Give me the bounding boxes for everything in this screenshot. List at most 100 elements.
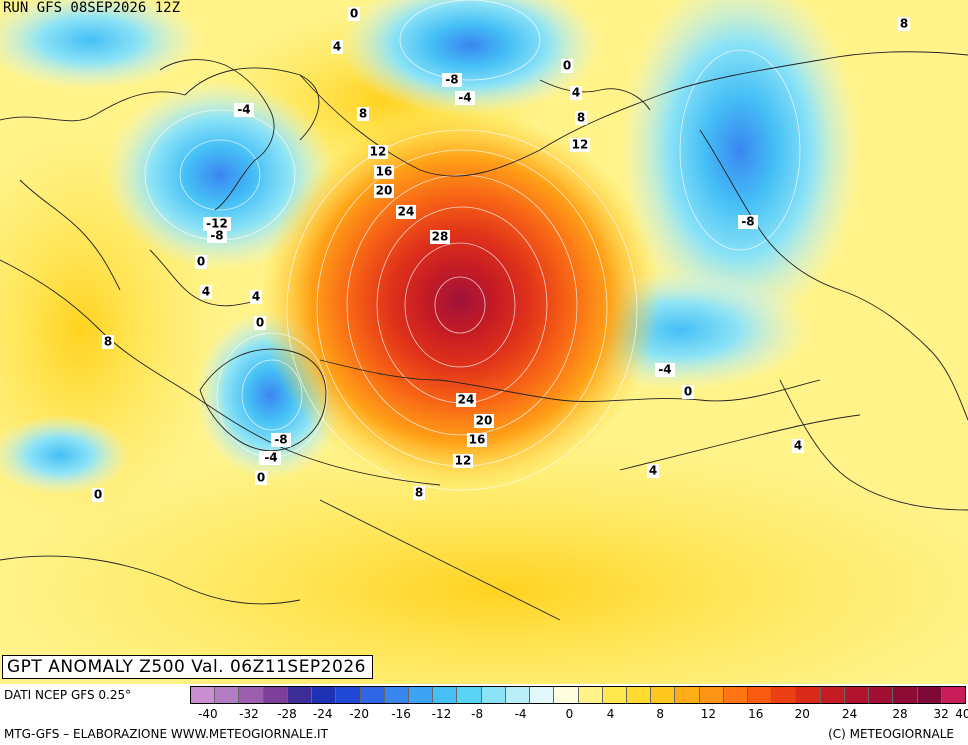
svg-text:4: 4 — [333, 40, 341, 54]
scale-cell — [554, 687, 579, 703]
scale-cell — [844, 687, 870, 703]
svg-text:-12: -12 — [206, 217, 228, 231]
contour-label: 24 — [396, 205, 416, 219]
contour-label: -12 — [203, 217, 231, 231]
svg-text:8: 8 — [104, 335, 112, 349]
contour-label: 0 — [254, 316, 266, 330]
contour-label: -4 — [234, 103, 254, 117]
scale-tick-label: 0 — [565, 707, 574, 721]
svg-text:4: 4 — [794, 439, 802, 453]
contour-label: -8 — [738, 215, 758, 229]
scale-tick-label: 4 — [606, 707, 615, 721]
contour-label: 0 — [255, 471, 267, 485]
contour-label: 4 — [331, 40, 343, 54]
svg-text:-8: -8 — [210, 229, 223, 243]
warm-field-south — [0, 440, 968, 684]
svg-text:12: 12 — [572, 138, 589, 152]
scale-tick-label: -16 — [391, 707, 411, 721]
contour-label: 16 — [467, 433, 487, 447]
svg-text:20: 20 — [376, 184, 393, 198]
svg-text:0: 0 — [256, 316, 264, 330]
scale-tick-label: -28 — [277, 707, 297, 721]
svg-text:12: 12 — [370, 145, 387, 159]
contour-label: 0 — [92, 488, 104, 502]
scale-cell — [312, 687, 337, 703]
coastlines — [0, 51, 968, 621]
svg-text:24: 24 — [398, 205, 415, 219]
contour-label: -8 — [207, 229, 227, 243]
scale-tick-label: 40 — [955, 707, 968, 721]
svg-text:4: 4 — [649, 464, 657, 478]
svg-text:8: 8 — [415, 486, 423, 500]
contour-label: 0 — [195, 255, 207, 269]
svg-text:20: 20 — [476, 414, 493, 428]
svg-text:-4: -4 — [458, 91, 471, 105]
scale-tick-label: 16 — [748, 707, 764, 721]
scale-tick-label: 32 — [933, 707, 949, 721]
contour-label: 4 — [200, 285, 212, 299]
contour-label: 8 — [357, 107, 369, 121]
contour-label: -4 — [455, 91, 475, 105]
svg-text:28: 28 — [432, 230, 449, 244]
scale-cell — [675, 687, 700, 703]
scale-cell — [748, 687, 773, 703]
svg-text:0: 0 — [684, 385, 692, 399]
scale-tick-label: -20 — [349, 707, 369, 721]
contour-label: -8 — [271, 433, 291, 447]
scale-tick-label: -8 — [471, 707, 484, 721]
scale-cell — [578, 687, 603, 703]
footer: DATI NCEP GFS 0.25° -40 -32 -28 -24 -20 -16 -1… — [0, 684, 968, 745]
scale-cell — [336, 687, 361, 703]
svg-text:-4: -4 — [237, 103, 250, 117]
contour-label: -8 — [442, 73, 462, 87]
scale-cell — [263, 687, 288, 703]
scale-cell — [530, 687, 555, 703]
svg-text:8: 8 — [359, 107, 367, 121]
scale-tick-label: -32 — [239, 707, 259, 721]
svg-text:-4: -4 — [658, 363, 671, 377]
contour-label: 8 — [102, 335, 114, 349]
scale-tick-label: 20 — [794, 707, 810, 721]
svg-text:8: 8 — [577, 111, 585, 125]
svg-text:12: 12 — [455, 454, 472, 468]
scale-cell — [287, 687, 313, 703]
scale-tick-label: 24 — [841, 707, 858, 721]
cold-anomaly-arctic — [340, 0, 600, 115]
contour-label: 4 — [647, 464, 659, 478]
map-canvas: 048-4-12-804408-8-4-8-408121620242824201… — [0, 0, 968, 684]
contour-label: 8 — [898, 17, 910, 31]
scale-tick-label: -40 — [198, 707, 218, 721]
credits-left: MTG-GFS – ELABORAZIONE WWW.METEOGIORNALE… — [4, 727, 328, 741]
color-scale-ticks: -40 -32 -28 -24 -20 -16 -12 -8 -4 0 4 8 12 16 20 24 28 32… — [190, 707, 968, 723]
contour-label: 4 — [250, 290, 262, 304]
scale-cell — [602, 687, 627, 703]
contour-label: 4 — [570, 86, 582, 100]
svg-text:4: 4 — [202, 285, 210, 299]
scale-cell — [796, 687, 821, 703]
cold-anomaly-siberia-east — [620, 0, 860, 330]
scale-cell — [723, 687, 749, 703]
scale-cell — [360, 687, 385, 703]
contour-label: 0 — [348, 7, 360, 21]
contour-label: 12 — [453, 454, 473, 468]
scale-tick-label: 28 — [892, 707, 908, 721]
svg-text:-8: -8 — [274, 433, 287, 447]
contour-label: -4 — [261, 451, 281, 465]
svg-text:16: 16 — [469, 433, 486, 447]
svg-text:0: 0 — [94, 488, 102, 502]
scale-cell — [191, 687, 216, 703]
scale-cell — [917, 687, 942, 703]
color-scale-bar — [190, 686, 966, 704]
scale-tick-label: -4 — [514, 707, 527, 721]
scale-cell — [893, 687, 918, 703]
svg-text:16: 16 — [376, 165, 393, 179]
scale-cell — [408, 687, 434, 703]
svg-text:24: 24 — [458, 393, 475, 407]
run-label: RUN GFS 08SEP2026 12Z — [3, 0, 181, 16]
scale-cell — [772, 687, 797, 703]
contour-label: 12 — [368, 145, 388, 159]
contour-label: 8 — [575, 111, 587, 125]
scale-cell — [384, 687, 409, 703]
cold-anomaly-west-atlantic — [0, 415, 130, 495]
contour-label: -4 — [655, 363, 675, 377]
